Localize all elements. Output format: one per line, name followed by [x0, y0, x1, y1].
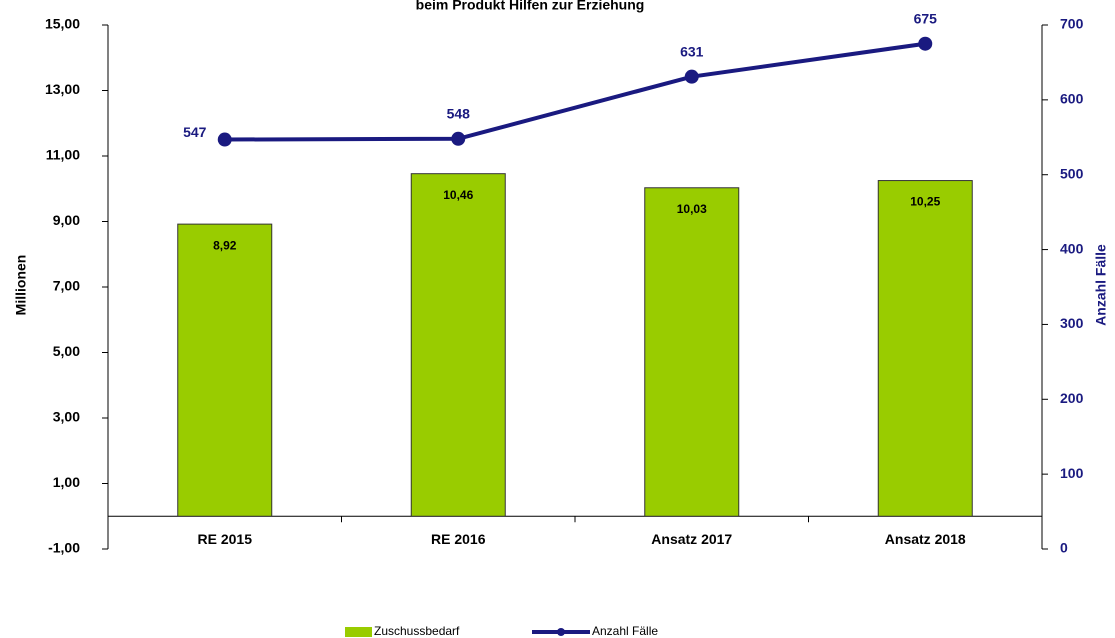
line-marker: [918, 36, 933, 51]
y2-axis-title: Anzahl Fälle: [1093, 244, 1109, 326]
line-value-label: 547: [183, 124, 207, 140]
bar-value-label: 10,25: [910, 195, 940, 209]
legend-label: Zuschussbedarf: [374, 624, 460, 638]
y2-tick-label: 700: [1060, 16, 1084, 32]
y-tick-label: 1,00: [53, 474, 80, 490]
chart-title: beim Produkt Hilfen zur Erziehung: [416, 0, 645, 13]
bar-value-label: 8,92: [213, 238, 237, 252]
legend-marker: [557, 628, 565, 636]
bar: [177, 223, 273, 517]
y2-tick-label: 600: [1060, 91, 1084, 107]
line-value-label: 675: [914, 10, 938, 26]
y-tick-label: 5,00: [53, 343, 80, 359]
y2-tick-label: 300: [1060, 315, 1084, 331]
y-tick-label: -1,00: [48, 540, 80, 556]
y2-tick-label: 100: [1060, 465, 1084, 481]
bar-value-label: 10,46: [443, 188, 473, 202]
x-tick-label: RE 2016: [431, 531, 486, 547]
x-tick-label: Ansatz 2017: [651, 531, 732, 547]
y-tick-label: 3,00: [53, 409, 80, 425]
bar-value-label: 10,03: [677, 202, 707, 216]
y-tick-label: 7,00: [53, 278, 80, 294]
line: [224, 41, 926, 142]
line-marker: [217, 132, 232, 147]
line-marker: [684, 69, 699, 84]
bar: [877, 180, 973, 517]
y-tick-label: 11,00: [46, 147, 80, 163]
y2-tick-label: 200: [1060, 390, 1084, 406]
y-axis-title: Millionen: [13, 255, 29, 316]
y-tick-label: 9,00: [53, 212, 80, 228]
y-tick-label: 13,00: [45, 81, 80, 97]
y2-tick-label: 0: [1060, 540, 1068, 556]
line-value-label: 548: [447, 105, 471, 121]
bar: [644, 187, 740, 517]
y-tick-label: 15,00: [45, 16, 80, 32]
x-tick-label: RE 2015: [198, 531, 253, 547]
x-tick-label: Ansatz 2018: [885, 531, 966, 547]
legend-label: Anzahl Fälle: [592, 624, 658, 638]
y2-tick-label: 500: [1060, 165, 1084, 181]
line-marker: [451, 131, 466, 146]
legend-swatch: [345, 627, 372, 637]
bar: [410, 173, 506, 517]
y2-tick-label: 400: [1060, 240, 1084, 256]
line-value-label: 631: [680, 43, 704, 59]
